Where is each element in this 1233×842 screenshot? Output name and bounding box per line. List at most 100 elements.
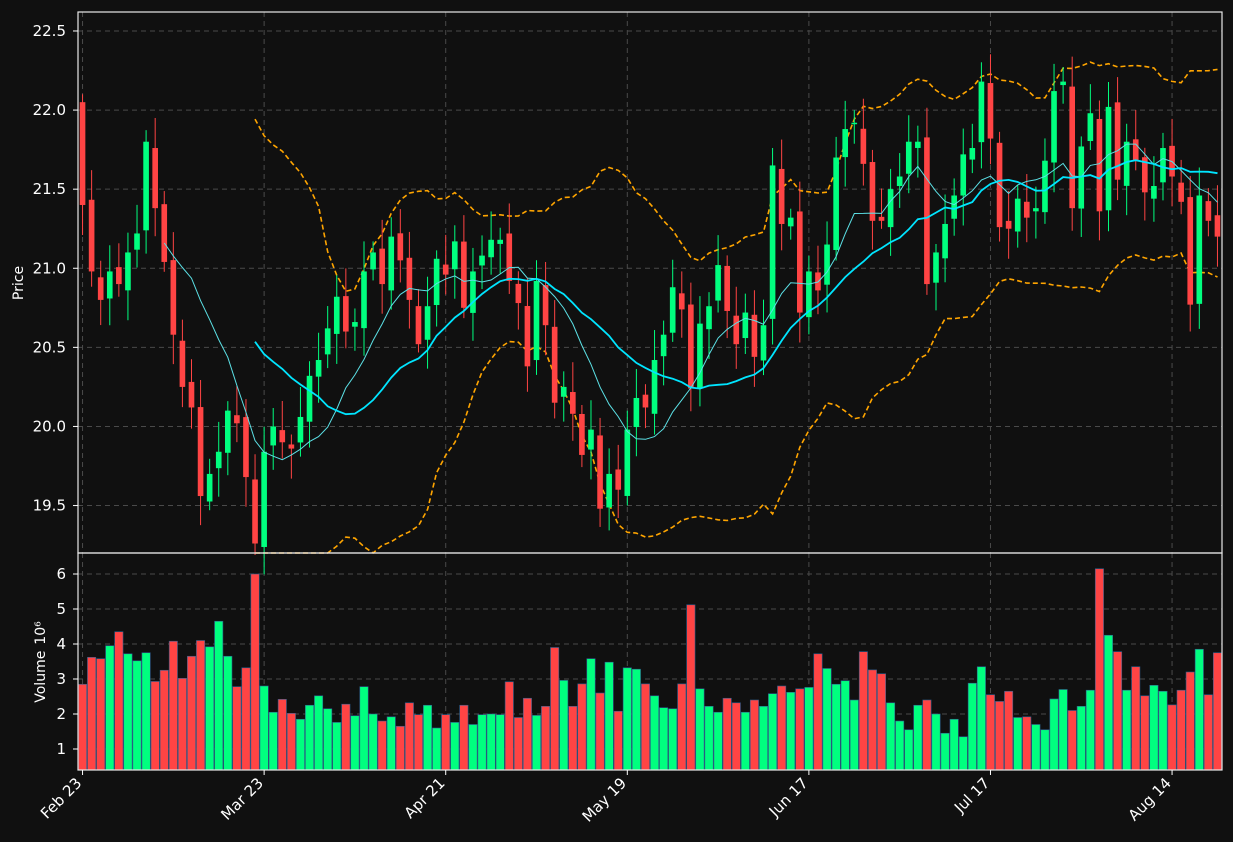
volume-tick-label: 2 [56,705,66,723]
volume-bar [1094,568,1104,771]
volume-bar [177,677,187,771]
volume-bar [759,705,768,771]
candle-body [116,267,122,285]
volume-bar [477,714,487,771]
candle-body [860,128,867,164]
candle-body [1096,118,1103,212]
volume-bar [822,668,832,771]
volume-bar [168,640,178,771]
candle-body [1142,157,1148,193]
volume-bar [650,695,660,771]
candle-body [379,248,385,285]
candle-body [88,199,95,272]
candle-body [796,211,803,313]
volume-bar [504,681,514,771]
volume-bar [777,685,787,771]
volume-bar [749,699,759,771]
candle-body [896,176,903,187]
candle-body [560,386,567,397]
candle-body [488,239,494,258]
candle-body [642,394,649,408]
candle-body [651,360,658,414]
candle-body [806,271,812,318]
candle-body [760,325,767,361]
volume-bar [1049,698,1059,771]
volume-bar [241,667,251,771]
volume-bar [949,718,959,771]
volume-bar [849,699,859,771]
candle-body [1005,220,1012,229]
volume-bar [513,717,523,771]
volume-bar [450,722,460,771]
volume-bar [913,704,923,771]
candle-body [261,451,267,547]
candle-body [1014,198,1021,232]
volume-bar [532,715,541,771]
candle-body [688,304,694,389]
volume-bar [722,697,732,771]
volume-bar [1140,695,1150,771]
volume-bar [1131,666,1141,771]
candle-body [824,244,830,285]
candle-body [415,306,422,345]
volume-bar [1113,651,1123,771]
volume-bar [541,705,551,771]
volume-y-ticks: 1 2 3 4 5 6 [56,565,78,758]
volume-tick-label: 4 [56,635,66,653]
candle-body [1060,81,1066,86]
candle-body [1023,201,1030,218]
volume-bar [232,686,242,771]
volume-bar [940,732,950,771]
candle-body [733,315,740,345]
volume-bar [1149,684,1159,771]
volume-bar [568,705,578,771]
candle-body [1178,182,1184,202]
candle-body [515,283,522,304]
volume-bar [468,724,478,771]
volume-bar [78,683,88,771]
volume-bar [858,651,868,771]
volume-bar [187,655,196,771]
bollinger-bands [254,61,1218,555]
volume-bar [1004,690,1014,771]
candle-body [270,426,277,446]
volume-bar [1185,671,1195,771]
volume-bar [958,736,968,771]
candle-body [143,141,149,231]
candle-body [1069,86,1076,209]
candle-body [697,323,703,388]
volume-bar [1104,634,1113,771]
volume-bar [631,668,641,771]
candle-body [579,413,585,455]
candle-body [306,375,313,422]
volume-bar [386,716,396,771]
candle-body [787,217,794,227]
slow-ma-line [254,159,1218,416]
candle-body [461,241,467,308]
volume-bar [87,656,97,771]
volume-bar [559,680,569,771]
candle-body [869,162,876,221]
candle-body [905,141,912,174]
candle-body [706,306,712,330]
candle-body [1187,197,1194,305]
volume-bar [286,712,296,771]
volume-bar [432,727,442,771]
candle-body [433,258,440,306]
volume-bar [768,693,778,771]
candle-body [397,233,404,261]
candle-body [924,137,930,285]
volume-bar [1176,689,1186,771]
candle-body [597,435,603,509]
candle-body [1078,146,1085,209]
volume-bar [695,688,705,771]
volume-tick-label: 5 [56,600,66,618]
candle-body [833,157,839,250]
volume-bar [967,682,977,771]
candle-body [243,417,249,478]
candle-body [497,239,504,244]
candle-body [660,334,667,357]
volume-panel-frame [77,552,1223,771]
candle-body [1051,91,1057,163]
